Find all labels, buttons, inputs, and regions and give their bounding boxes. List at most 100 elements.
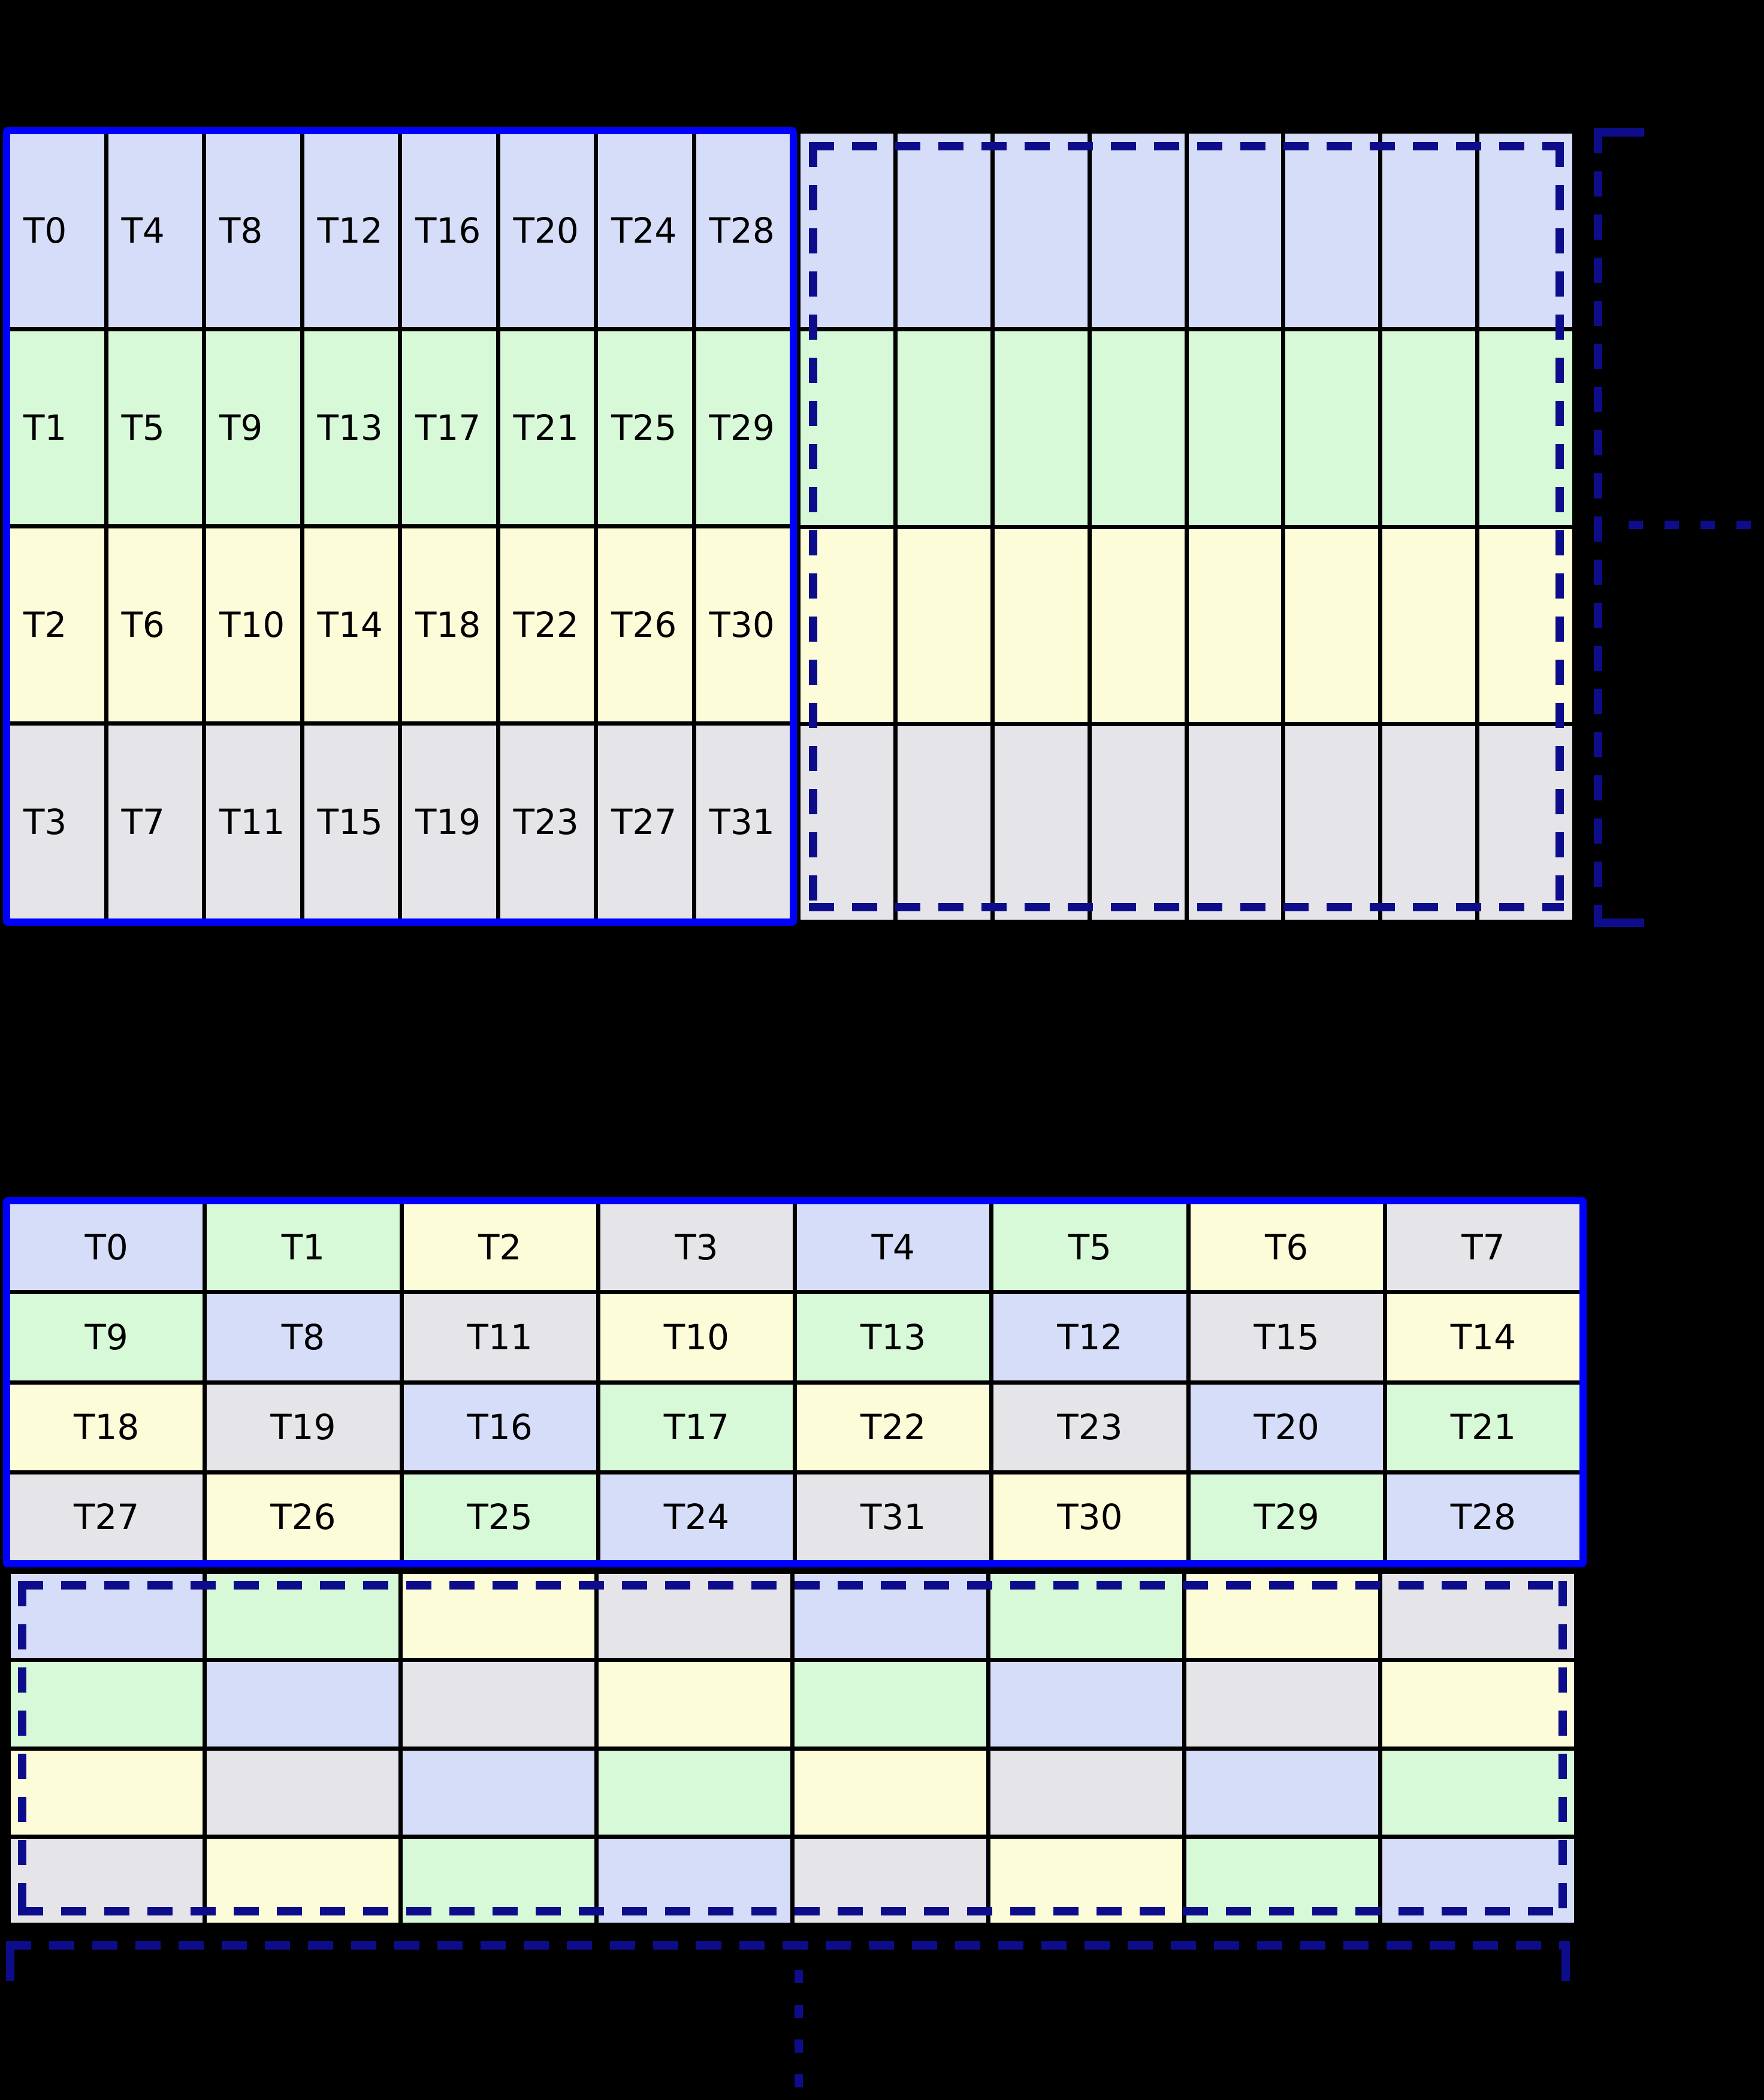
thread-cell-t29: T29 <box>1190 1474 1383 1560</box>
thread-cell-t27: T27 <box>10 1474 203 1560</box>
thread-cell-t11: T11 <box>206 726 300 918</box>
thread-cell-t10: T10 <box>600 1294 793 1380</box>
ghost-cell <box>11 1838 203 1923</box>
right-continuation-bracket-bottom-tick <box>1594 918 1644 927</box>
ghost-cell <box>990 1574 1182 1658</box>
thread-cell-t5: T5 <box>108 331 202 524</box>
thread-cell-t29: T29 <box>696 331 790 524</box>
ghost-cell <box>801 528 893 723</box>
ghost-cell <box>1479 331 1572 525</box>
ghost-cell <box>1382 726 1476 920</box>
ghost-cell <box>801 331 893 525</box>
thread-cell-t21: T21 <box>500 331 594 524</box>
ghost-cell <box>1382 1662 1574 1747</box>
ghost-cell <box>1091 528 1185 723</box>
ghost-cell <box>795 1750 986 1835</box>
vertical-ellipsis-dots <box>795 1970 803 2095</box>
ghost-cell <box>11 1574 203 1658</box>
ghost-cell <box>795 1662 986 1747</box>
thread-cell-t18: T18 <box>10 1384 203 1470</box>
ghost-cell <box>1091 726 1185 920</box>
thread-cell-t28: T28 <box>696 134 790 327</box>
ghost-cell <box>994 134 1088 327</box>
horizontal-ellipsis-dots <box>1629 521 1764 529</box>
ghost-cell <box>897 528 990 723</box>
ghost-cell <box>1285 726 1379 920</box>
ghost-cell <box>11 1662 203 1747</box>
thread-cell-t22: T22 <box>797 1384 990 1470</box>
thread-cell-t25: T25 <box>598 331 692 524</box>
thread-cell-t24: T24 <box>598 134 692 327</box>
thread-cell-t24: T24 <box>600 1474 793 1560</box>
thread-cell-t25: T25 <box>403 1474 596 1560</box>
thread-cell-t19: T19 <box>207 1384 400 1470</box>
ghost-cell <box>403 1838 594 1923</box>
thread-cell-t26: T26 <box>207 1474 400 1560</box>
ghost-cell <box>1186 1838 1378 1923</box>
ghost-cell <box>599 1838 790 1923</box>
ghost-cell <box>897 331 990 525</box>
ghost-cell <box>897 726 990 920</box>
thread-cell-t2: T2 <box>10 528 104 721</box>
ghost-cell <box>403 1662 594 1747</box>
thread-cell-t1: T1 <box>207 1204 400 1291</box>
ghost-cell <box>994 331 1088 525</box>
ghost-cell <box>599 1662 790 1747</box>
thread-cell-t27: T27 <box>598 726 692 918</box>
ghost-cell <box>1382 331 1476 525</box>
thread-cell-t17: T17 <box>600 1384 793 1470</box>
thread-cell-t4: T4 <box>797 1204 990 1291</box>
ghost-cell <box>801 726 893 920</box>
ghost-cell <box>1479 726 1572 920</box>
thread-cell-t22: T22 <box>500 528 594 721</box>
ghost-cell <box>1186 1574 1378 1658</box>
thread-cell-t12: T12 <box>304 134 398 327</box>
ghost-cell <box>1285 134 1379 327</box>
ghost-cell <box>994 528 1088 723</box>
ghost-cell <box>1188 726 1282 920</box>
thread-cell-t16: T16 <box>402 134 496 327</box>
ghost-cell <box>599 1574 790 1658</box>
thread-cell-t17: T17 <box>402 331 496 524</box>
ghost-cell <box>1382 1838 1574 1923</box>
bottom-continuation-bracket-left-tick <box>6 1948 14 1981</box>
ghost-cell <box>207 1838 398 1923</box>
top-dashed-thread-grid <box>797 130 1576 923</box>
thread-cell-t0: T0 <box>10 134 104 327</box>
ghost-cell <box>1186 1750 1378 1835</box>
thread-cell-t2: T2 <box>403 1204 596 1291</box>
ghost-cell <box>897 134 990 327</box>
ghost-cell <box>990 1750 1182 1835</box>
right-continuation-bracket-line <box>1594 128 1602 927</box>
thread-cell-t23: T23 <box>500 726 594 918</box>
thread-cell-t5: T5 <box>993 1204 1186 1291</box>
ghost-cell <box>795 1838 986 1923</box>
thread-cell-t20: T20 <box>500 134 594 327</box>
thread-cell-t31: T31 <box>696 726 790 918</box>
ghost-cell <box>403 1750 594 1835</box>
thread-cell-t4: T4 <box>108 134 202 327</box>
thread-cell-t0: T0 <box>10 1204 203 1291</box>
ghost-cell <box>207 1574 398 1658</box>
ghost-cell <box>207 1750 398 1835</box>
ghost-cell <box>1382 1750 1574 1835</box>
thread-cell-t31: T31 <box>797 1474 990 1560</box>
ghost-cell <box>403 1574 594 1658</box>
thread-cell-t11: T11 <box>403 1294 596 1380</box>
thread-cell-t14: T14 <box>304 528 398 721</box>
thread-cell-t1: T1 <box>10 331 104 524</box>
thread-cell-t30: T30 <box>696 528 790 721</box>
ghost-cell <box>990 1838 1182 1923</box>
ghost-cell <box>1186 1662 1378 1747</box>
top-solid-thread-grid: T0 T4 T8 T12 T16 T20 T24 T28 T1 T5 T9 T13 T17 T21 T25 T… <box>3 127 797 926</box>
ghost-cell <box>1382 1574 1574 1658</box>
ghost-cell <box>207 1662 398 1747</box>
thread-cell-t7: T7 <box>108 726 202 918</box>
thread-cell-t8: T8 <box>206 134 300 327</box>
thread-cell-t3: T3 <box>600 1204 793 1291</box>
thread-cell-t20: T20 <box>1190 1384 1383 1470</box>
ghost-cell <box>1188 528 1282 723</box>
thread-cell-t3: T3 <box>10 726 104 918</box>
thread-cell-t15: T15 <box>304 726 398 918</box>
